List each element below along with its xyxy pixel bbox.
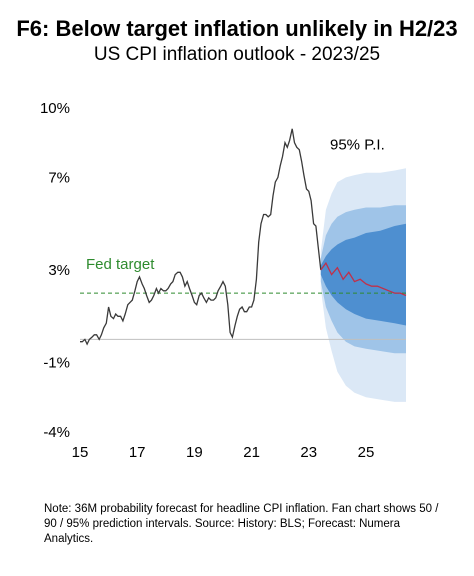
y-tick-label: 7%	[48, 169, 70, 186]
y-tick-label: 10%	[40, 100, 70, 117]
x-tick-label: 19	[186, 444, 203, 461]
x-tick-label: 17	[129, 444, 146, 461]
chart-subtitle: US CPI inflation outlook - 2023/25	[93, 44, 381, 65]
y-tick-label: -4%	[43, 424, 70, 441]
x-tick-label: 23	[300, 444, 317, 461]
x-tick-label: 21	[243, 444, 260, 461]
pi-label: 95% P.I.	[330, 137, 385, 154]
series-lines	[80, 128, 407, 346]
prediction-bands	[320, 168, 406, 402]
fed-target-label: Fed target	[86, 256, 155, 273]
cpi-fan-chart: 10% 7% 3% -1% -4%15 17 19 21 23 25 Fed target 95% …	[40, 100, 407, 461]
x-tick-label: 15	[72, 444, 89, 461]
y-tick-label: -1%	[43, 355, 70, 372]
annotations: Fed target 95% P.I.	[86, 137, 385, 273]
reference-lines	[80, 292, 406, 340]
y-tick-label: 3%	[48, 262, 70, 279]
history-line	[80, 128, 322, 346]
footnote: Note: 36M probability forecast for headl…	[44, 503, 439, 545]
x-tick-label: 25	[358, 444, 375, 461]
band-50	[320, 223, 406, 326]
page-title: F6: Below target inflation unlikely in H…	[16, 16, 458, 41]
axis-labels: 10% 7% 3% -1% -4%15 17 19 21 23 25	[40, 100, 374, 461]
forecast-line	[320, 261, 407, 297]
